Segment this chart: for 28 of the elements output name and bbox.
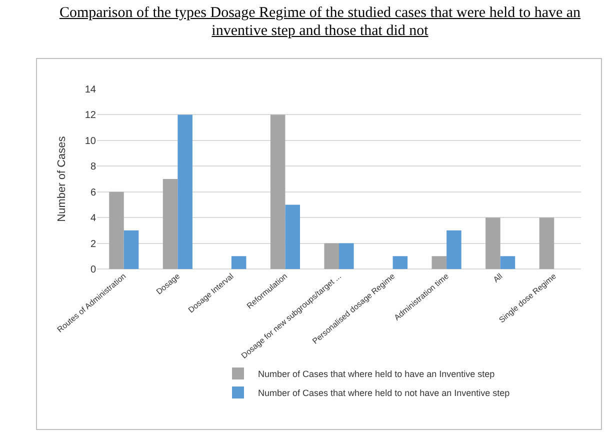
bar [285, 204, 300, 269]
legend-label: Number of Cases that where held to not have an Inventive step [258, 388, 510, 398]
bar [539, 218, 554, 269]
y-tick-label: 10 [84, 136, 96, 147]
bar [270, 114, 286, 269]
y-tick-label: 12 [84, 110, 96, 122]
y-tick-label: 0 [90, 264, 96, 276]
y-tick-label: 2 [90, 238, 96, 250]
y-tick-label: 8 [90, 162, 96, 173]
x-tick-label: All [492, 272, 504, 284]
bar [486, 218, 500, 269]
bar [231, 256, 246, 269]
y-tick-label: 6 [90, 187, 96, 198]
bar [162, 179, 178, 269]
y-axis-title: Number of Cases [56, 136, 68, 222]
bar [124, 230, 139, 269]
bar [339, 243, 354, 269]
legend-label: Number of Cases that where held to have an Inventive step [258, 369, 495, 380]
bar [324, 243, 339, 269]
bar [109, 192, 124, 269]
bar [446, 230, 462, 269]
bar [432, 256, 447, 269]
chart-title: Comparison of the types Dosage Regime of the studied cases that were held to have an inventive step and those that did not [58, 4, 582, 40]
y-tick-label: 14 [84, 84, 96, 96]
y-tick-label: 4 [90, 213, 96, 224]
bar [500, 256, 516, 269]
bar [178, 114, 192, 269]
bar [392, 256, 408, 269]
